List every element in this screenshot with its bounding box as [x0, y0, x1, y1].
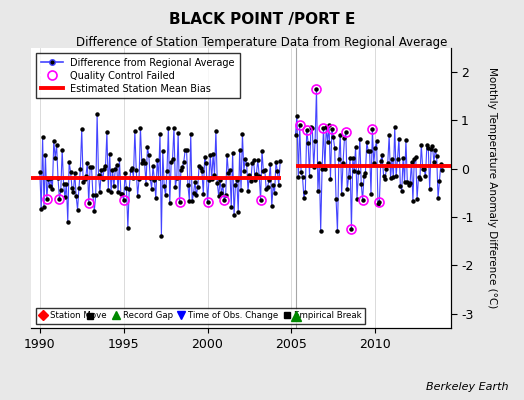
Legend: Station Move, Record Gap, Time of Obs. Change, Empirical Break: Station Move, Record Gap, Time of Obs. C… [36, 308, 365, 324]
Text: Difference of Station Temperature Data from Regional Average: Difference of Station Temperature Data f… [77, 36, 447, 49]
Text: Berkeley Earth: Berkeley Earth [426, 382, 508, 392]
Y-axis label: Monthly Temperature Anomaly Difference (°C): Monthly Temperature Anomaly Difference (… [487, 67, 497, 309]
Text: BLACK POINT /PORT E: BLACK POINT /PORT E [169, 12, 355, 27]
